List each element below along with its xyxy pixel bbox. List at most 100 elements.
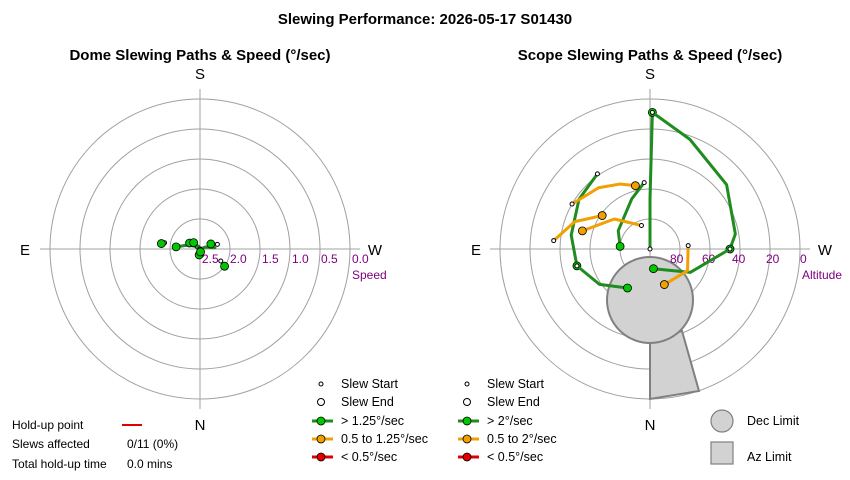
dome-polar-grid <box>40 89 360 409</box>
dec-limit-label: Dec Limit <box>747 414 800 428</box>
dec-limit-swatch <box>710 409 734 433</box>
legend-medium-label: 0.5 to 2°/sec <box>487 432 557 446</box>
scope-slew-end-point <box>615 241 625 251</box>
dome-slew-start-point <box>214 241 220 247</box>
scope-slew-paths <box>551 107 737 293</box>
dome-slew-end-point <box>156 239 166 248</box>
slews-affected-label: Slews affected <box>12 437 90 451</box>
legend-slew-end-marker <box>317 398 325 406</box>
scope-slew-path <box>575 264 629 290</box>
legend-fast-marker <box>316 416 326 426</box>
legend-medium-marker <box>316 434 326 444</box>
legend-slew-end-label: Slew End <box>341 395 394 409</box>
scope-slew-path <box>569 172 599 268</box>
scope-compass-south: S <box>645 66 655 83</box>
dome-slew-start-point <box>218 258 224 264</box>
scope-slew-path <box>580 217 643 233</box>
dome-legend: Slew Start Slew End > 1.25°/sec 0.5 to 1… <box>312 377 428 464</box>
dome-compass-north: N <box>195 417 206 434</box>
dome-slew-paths <box>156 238 229 271</box>
legend-slow-marker <box>462 452 472 462</box>
dome-radial-tick: 2.0 <box>230 252 247 266</box>
scope-panel: Scope Slewing Paths & Speed (°/sec) S N … <box>471 47 842 434</box>
holdup-summary: Hold-up point Slews affected 0/11 (0%) T… <box>12 418 178 471</box>
scope-slew-start-point <box>574 263 580 269</box>
scope-slew-end-point <box>659 280 669 289</box>
legend-slow-label: < 0.5°/sec <box>487 450 543 464</box>
figure-title: Slewing Performance: 2026-05-17 S01430 <box>278 11 572 28</box>
scope-slew-start-point <box>647 246 653 252</box>
dome-slew-end-point <box>189 238 199 248</box>
scope-slew-start-point <box>569 201 575 207</box>
scope-slew-end-point <box>630 181 640 191</box>
dome-radial-tick: 1.0 <box>292 252 309 266</box>
legend-fast-label: > 2°/sec <box>487 414 533 428</box>
legend-medium-marker <box>462 434 472 444</box>
dome-slew-end-point <box>206 239 216 249</box>
scope-radial-tick: 0 <box>800 252 807 266</box>
legend-slew-end-label: Slew End <box>487 395 540 409</box>
dome-panel: Dome Slewing Paths & Speed (°/sec) S N E… <box>20 47 387 434</box>
dome-slew-end-point <box>196 247 205 257</box>
scope-slew-path <box>651 247 732 274</box>
scope-slew-start-point <box>594 171 600 177</box>
scope-compass-north: N <box>645 417 656 434</box>
scope-slew-path <box>648 110 654 251</box>
scope-slew-start-point <box>551 238 557 244</box>
legend-slow-marker <box>316 452 326 462</box>
az-limit-label: Az Limit <box>747 450 792 464</box>
scope-slew-path <box>616 181 646 248</box>
scope-radial-ticks: 80 60 40 20 0 <box>670 252 807 266</box>
holdup-time-value: 0.0 mins <box>127 457 172 471</box>
scope-slew-path <box>650 110 737 251</box>
scope-slew-start-point <box>685 243 691 249</box>
legend-slew-start-marker <box>318 381 324 387</box>
dome-compass-west: W <box>368 242 383 259</box>
legend-slew-start-label: Slew Start <box>341 377 398 391</box>
az-limit-swatch <box>710 441 734 465</box>
dome-slew-end-point <box>171 242 181 252</box>
scope-slew-end-point <box>649 264 658 274</box>
holdup-time-label: Total hold-up time <box>12 457 107 471</box>
dome-compass-south: S <box>195 66 205 83</box>
scope-slew-path <box>662 244 690 287</box>
scope-slew-path <box>570 182 637 206</box>
scope-slew-end-point <box>577 226 587 236</box>
scope-slew-start-point <box>649 109 655 115</box>
dome-radial-ticks: 2.5 2.0 1.5 1.0 0.5 0.0 <box>202 252 369 266</box>
limit-legend: Dec Limit Az Limit <box>710 409 800 465</box>
scope-radial-label: Altitude <box>802 268 842 282</box>
scope-limit-zones <box>606 256 701 401</box>
dome-radial-tick: 1.5 <box>262 252 279 266</box>
dome-radial-label: Speed <box>352 268 387 282</box>
scope-slew-path <box>552 214 604 243</box>
legend-slew-start-label: Slew Start <box>487 377 544 391</box>
legend-fast-marker <box>462 416 472 426</box>
scope-slew-end-point <box>623 283 632 293</box>
scope-slew-start-point <box>641 180 647 186</box>
scope-compass-east: E <box>471 242 481 259</box>
scope-radial-tick: 20 <box>766 252 780 266</box>
dome-compass-east: E <box>20 242 30 259</box>
slews-affected-value: 0/11 (0%) <box>127 437 178 451</box>
dome-slew-end-point <box>220 261 229 271</box>
dome-radial-tick: 0.0 <box>352 252 369 266</box>
scope-compass-west: W <box>818 242 833 259</box>
dec-limit-zone <box>606 256 694 344</box>
legend-medium-label: 0.5 to 1.25°/sec <box>341 432 428 446</box>
scope-radial-tick: 80 <box>670 252 684 266</box>
scope-radial-tick: 40 <box>732 252 746 266</box>
holdup-point-label: Hold-up point <box>12 418 84 432</box>
legend-slew-end-marker <box>463 398 471 406</box>
legend-slew-start-marker <box>464 381 470 387</box>
scope-legend: Slew Start Slew End > 2°/sec 0.5 to 2°/s… <box>458 377 557 464</box>
dome-radial-tick: 2.5 <box>202 252 219 266</box>
scope-slew-start-point <box>638 223 644 229</box>
legend-fast-label: > 1.25°/sec <box>341 414 404 428</box>
scope-slew-end-point <box>597 211 607 220</box>
dome-chart-title: Dome Slewing Paths & Speed (°/sec) <box>69 47 330 64</box>
scope-slew-start-point <box>727 246 733 252</box>
scope-chart-title: Scope Slewing Paths & Speed (°/sec) <box>518 47 782 64</box>
dome-radial-tick: 0.5 <box>321 252 338 266</box>
